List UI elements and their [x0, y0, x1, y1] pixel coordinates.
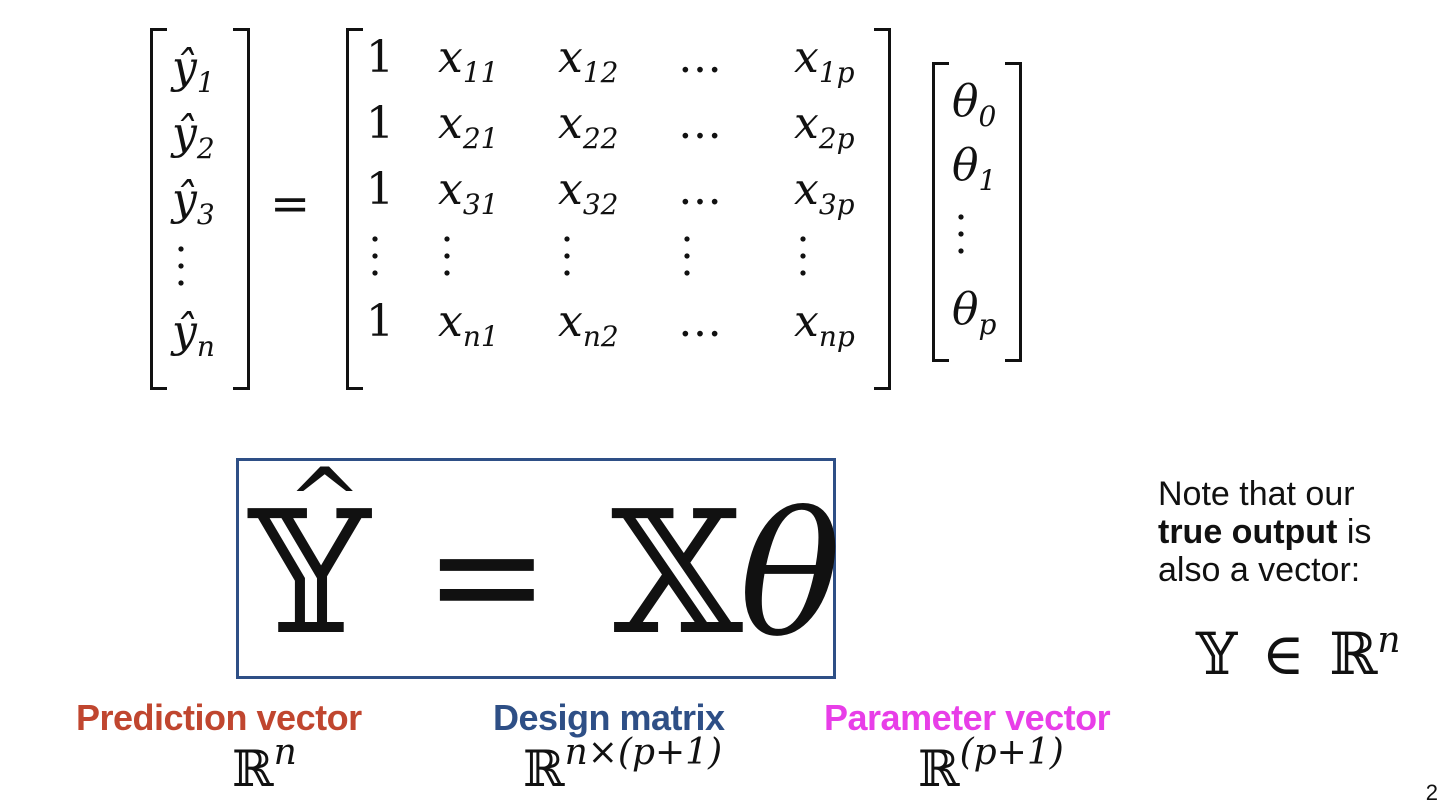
hat-accent: ^: [287, 449, 363, 554]
design-space: ℝn×(p+1): [523, 735, 722, 795]
right-bracket: [1005, 62, 1022, 362]
parameter-entry: θ1: [952, 140, 997, 197]
horizontal-ellipsis: …: [678, 296, 727, 347]
design-space-sup: n×(p+1): [564, 732, 723, 773]
theta-symbol: θ: [739, 477, 842, 675]
page-number: 2: [1425, 780, 1438, 805]
design-matrix-entry: x3p: [794, 164, 855, 221]
design-matrix-entry: x32: [558, 164, 619, 221]
parameter-space-sup: (p+1): [959, 732, 1064, 773]
prediction-entry: ŷ3: [172, 174, 215, 231]
true-output-y: 𝕐: [1196, 620, 1238, 688]
design-matrix-entry: xnp: [794, 296, 855, 353]
design-matrix-entry: xn1: [438, 296, 499, 353]
design-space-base: ℝ: [523, 740, 565, 798]
prediction-vector-label: Prediction vector: [76, 697, 362, 738]
parameter-space-base: ℝ: [918, 740, 960, 798]
true-output-space-sup: n: [1377, 620, 1401, 661]
prediction-entry: ŷn: [172, 306, 215, 363]
design-matrix-entry: x11: [438, 32, 499, 89]
right-bracket: [233, 28, 250, 390]
left-bracket: [932, 62, 949, 362]
design-matrix-entry: xn2: [558, 296, 619, 353]
boxed-equals-sign: =: [424, 489, 550, 663]
horizontal-ellipsis: …: [678, 32, 727, 83]
note-after-bold: is: [1337, 513, 1372, 551]
prediction-space-sup: n: [273, 732, 297, 773]
parameter-vector-label: Parameter vector: [824, 697, 1111, 738]
parameter-column-vector: θ0 θ1 θp: [932, 62, 1022, 362]
vertical-ellipsis: [800, 236, 806, 276]
vertical-ellipsis: [684, 236, 690, 276]
x-matrix-symbol: 𝕏: [611, 475, 743, 673]
note-line-1: Note that our: [1158, 475, 1355, 513]
true-output-note: Note that our true output is also a vect…: [1158, 475, 1418, 589]
design-matrix-entry: x31: [438, 164, 499, 221]
parameter-space: ℝ(p+1): [918, 735, 1064, 795]
prediction-entry: ŷ2: [172, 108, 215, 165]
design-matrix-entry: 1: [366, 296, 394, 347]
left-bracket: [150, 28, 167, 390]
true-output-space-base: ℝ: [1329, 620, 1378, 688]
note-line-2: true output is: [1158, 513, 1418, 551]
vertical-ellipsis: [178, 246, 184, 286]
left-bracket: [346, 28, 363, 390]
design-matrix-entry: 1: [366, 98, 394, 149]
prediction-space: ℝn: [232, 735, 297, 795]
design-matrix-entry: 1: [366, 164, 394, 215]
prediction-space-base: ℝ: [232, 740, 274, 798]
prediction-entry: ŷ1: [172, 42, 215, 99]
horizontal-ellipsis: …: [678, 98, 727, 149]
design-matrix-entry: x1p: [794, 32, 855, 89]
right-bracket: [874, 28, 891, 390]
parameter-entry: θp: [952, 284, 997, 341]
note-bold-text: true output: [1158, 513, 1338, 551]
element-of-symbol: ∈: [1261, 620, 1305, 688]
vertical-ellipsis: [444, 236, 450, 276]
design-matrix-entry: x21: [438, 98, 499, 155]
design-matrix-entry: x12: [558, 32, 619, 89]
vertical-ellipsis: [564, 236, 570, 276]
matrix-equation: ŷ1 ŷ2 ŷ3 ŷn = 1 x11 x12 … x1p 1 x21 x22 … x2p 1 x31 x32…: [150, 28, 1022, 390]
true-output-math: 𝕐 ∈ ℝn: [1196, 623, 1401, 684]
vertical-ellipsis: [372, 236, 378, 276]
design-matrix: 1 x11 x12 … x1p 1 x21 x22 … x2p 1 x31 x32 … x3p 1 xn1 xn2…: [346, 28, 891, 390]
design-matrix-entry: x22: [558, 98, 619, 155]
equals-sign: =: [270, 176, 311, 232]
design-matrix-entry: 1: [366, 32, 394, 83]
vertical-ellipsis: [958, 214, 964, 254]
horizontal-ellipsis: …: [678, 164, 727, 215]
note-line-3: also a vector:: [1158, 551, 1361, 589]
prediction-column-vector: ŷ1 ŷ2 ŷ3 ŷn: [150, 28, 250, 390]
y-hat-symbol: 𝕐: [249, 475, 371, 673]
parameter-entry: θ0: [952, 76, 997, 133]
design-matrix-entry: x2p: [794, 98, 855, 155]
boxed-equation: 𝕐 ^ = 𝕏 θ: [236, 449, 841, 679]
design-matrix-label: Design matrix: [493, 697, 725, 738]
